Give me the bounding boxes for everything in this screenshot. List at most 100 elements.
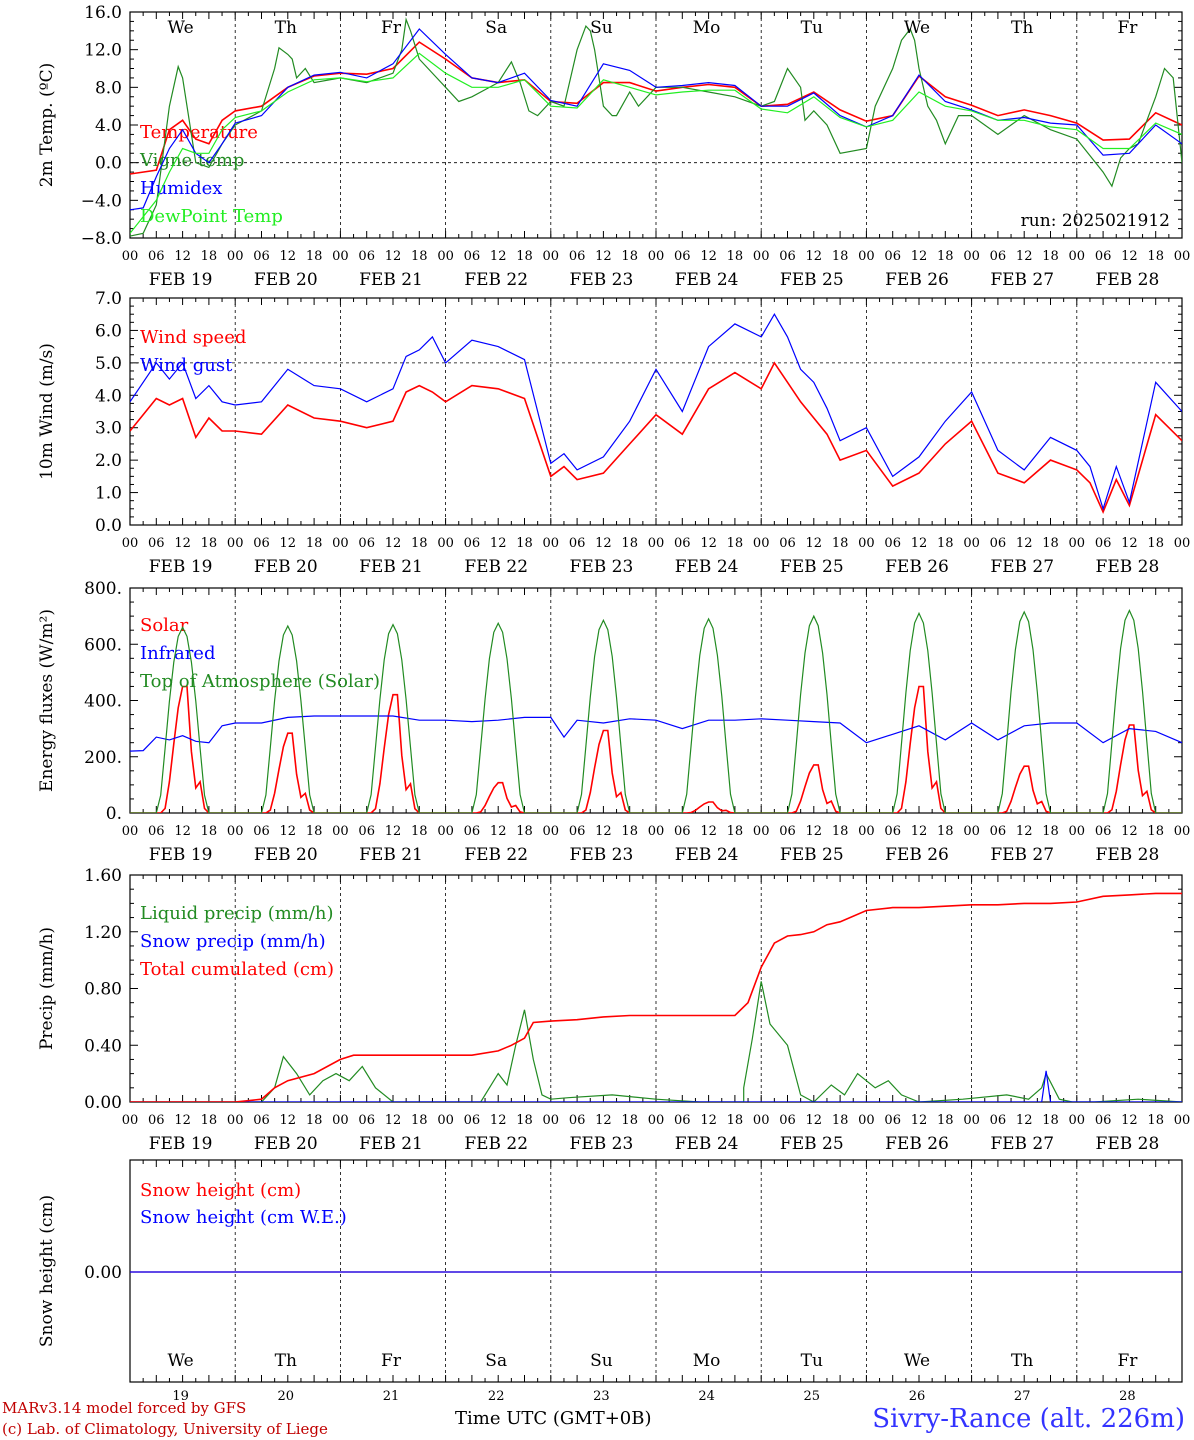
- day-number-label: 20: [278, 1389, 295, 1404]
- hour-tick-label: 12: [174, 1113, 191, 1128]
- hour-tick-label: 12: [595, 536, 612, 551]
- hour-tick-label: 06: [148, 536, 165, 551]
- hour-tick-label: 06: [358, 536, 375, 551]
- weekday-label: Tu: [801, 1351, 823, 1371]
- hour-tick-label: 06: [990, 1113, 1007, 1128]
- hour-tick-label: 00: [753, 824, 770, 839]
- date-label: FEB 21: [359, 270, 423, 290]
- hour-tick-label: 18: [516, 824, 533, 839]
- hour-tick-label: 00: [122, 249, 139, 264]
- hour-tick-label: 12: [700, 1113, 717, 1128]
- day-number-label: 26: [909, 1389, 926, 1404]
- hour-tick-label: 18: [1147, 1113, 1164, 1128]
- hour-tick-label: 06: [253, 824, 270, 839]
- hour-tick-label: 06: [674, 824, 691, 839]
- date-label: FEB 28: [1096, 1134, 1160, 1154]
- hour-tick-label: 18: [621, 1113, 638, 1128]
- y-tick-label: 200.: [84, 748, 122, 768]
- series-line-top-of-atmosphere-solar-: [130, 609, 1182, 813]
- hour-tick-label: 12: [490, 1113, 507, 1128]
- legend-liquid-precip-mm-h-: Liquid precip (mm/h): [140, 903, 334, 924]
- weekday-label: Fr: [381, 18, 402, 38]
- y-tick-label: 400.: [84, 692, 122, 712]
- date-label: FEB 25: [780, 845, 844, 865]
- y-tick-label: 5.0: [95, 354, 122, 374]
- date-label: FEB 25: [780, 557, 844, 577]
- station-label: Sivry-Rance (alt. 226m): [872, 1404, 1185, 1434]
- y-tick-label: 1.0: [95, 484, 122, 504]
- y-tick-label: 4.0: [95, 386, 122, 406]
- hour-tick-label: 06: [884, 249, 901, 264]
- series-line-total-cumulated-cm-: [130, 892, 1182, 1102]
- legend-infrared: Infrared: [140, 643, 215, 664]
- panel-temperature: 16.0 12.0 8.0 4.0 0.0 −4.0 −8.0 2m Temp. (ºC) Te…: [37, 3, 1190, 290]
- hour-tick-label: 12: [595, 249, 612, 264]
- hour-tick-label: 06: [674, 1113, 691, 1128]
- date-label: FEB 20: [254, 557, 318, 577]
- hour-tick-label: 06: [884, 824, 901, 839]
- hour-tick-label: 06: [464, 824, 481, 839]
- panel-frame: [129, 587, 1183, 814]
- hour-tick-label: 18: [411, 824, 428, 839]
- hour-tick-label: 18: [832, 824, 849, 839]
- hour-tick-label: 00: [543, 1113, 560, 1128]
- weekday-label: Fr: [381, 1351, 402, 1371]
- hour-tick-label: 12: [174, 824, 191, 839]
- date-label: FEB 20: [254, 845, 318, 865]
- weekday-label: Mo: [693, 1351, 721, 1371]
- y-axis-label: 2m Temp. (ºC): [37, 63, 57, 188]
- hour-tick-label: 06: [779, 824, 796, 839]
- footer-model: MARv3.14 model forced by GFS: [2, 1399, 246, 1417]
- hour-tick-label: 06: [779, 536, 796, 551]
- hour-tick-label: 00: [122, 824, 139, 839]
- weekday-label: Tu: [801, 18, 823, 38]
- hour-tick-label: 18: [411, 1113, 428, 1128]
- hour-tick-label: 12: [280, 1113, 297, 1128]
- hour-tick-label: 06: [253, 536, 270, 551]
- hour-tick-label: 18: [1042, 536, 1059, 551]
- hour-tick-label: 06: [990, 536, 1007, 551]
- weekday-label: Sa: [485, 1351, 507, 1371]
- panel-energy: 800. 600. 400. 200. 0. Energy fluxes (W/m²) So…: [37, 579, 1190, 865]
- day-number-label: 28: [1119, 1389, 1136, 1404]
- hour-tick-label: 12: [1016, 536, 1033, 551]
- hour-tick-label: 18: [201, 824, 218, 839]
- hour-tick-label: 00: [1174, 249, 1191, 264]
- hour-tick-label: 06: [464, 1113, 481, 1128]
- hour-tick-label: 00: [332, 1113, 349, 1128]
- hour-tick-label: 18: [411, 536, 428, 551]
- hour-tick-label: 12: [385, 536, 402, 551]
- hour-tick-label: 12: [1121, 824, 1138, 839]
- hour-tick-label: 06: [569, 536, 586, 551]
- hour-tick-label: 12: [280, 249, 297, 264]
- hour-tick-label: 18: [937, 824, 954, 839]
- panel-snow: 0.00 Snow height (cm) Snow height (cm) Snow…: [37, 1159, 1183, 1404]
- hour-tick-label: 00: [437, 1113, 454, 1128]
- series-line-infrared: [130, 715, 1182, 752]
- legend-snow-height-cm-w-e-: Snow height (cm W.E.): [140, 1207, 347, 1228]
- hour-tick-label: 06: [358, 1113, 375, 1128]
- date-label: FEB 21: [359, 845, 423, 865]
- y-tick-label: 12.0: [84, 41, 122, 61]
- day-number-label: 25: [804, 1389, 821, 1404]
- footer-lab: (c) Lab. of Climatology, University of L…: [2, 1420, 328, 1438]
- date-label: FEB 22: [464, 845, 528, 865]
- hour-tick-label: 12: [174, 249, 191, 264]
- series-line-solar: [130, 685, 1182, 813]
- legend-temperature: Temperature: [140, 122, 258, 143]
- y-tick-label: 0.80: [84, 980, 122, 1000]
- legend-humidex: Humidex: [140, 178, 222, 199]
- weekday-label: Th: [1011, 1351, 1033, 1371]
- date-label: FEB 20: [254, 1134, 318, 1154]
- hour-tick-label: 18: [832, 536, 849, 551]
- date-label: FEB 26: [885, 1134, 949, 1154]
- date-label: FEB 28: [1096, 270, 1160, 290]
- date-label: FEB 23: [570, 557, 634, 577]
- hour-tick-label: 12: [490, 824, 507, 839]
- y-tick-label: 0.00: [84, 1093, 122, 1113]
- date-label: FEB 28: [1096, 845, 1160, 865]
- y-tick-label: 600.: [84, 635, 122, 655]
- hour-tick-label: 06: [674, 249, 691, 264]
- date-label: FEB 19: [149, 845, 213, 865]
- hour-tick-label: 12: [1016, 249, 1033, 264]
